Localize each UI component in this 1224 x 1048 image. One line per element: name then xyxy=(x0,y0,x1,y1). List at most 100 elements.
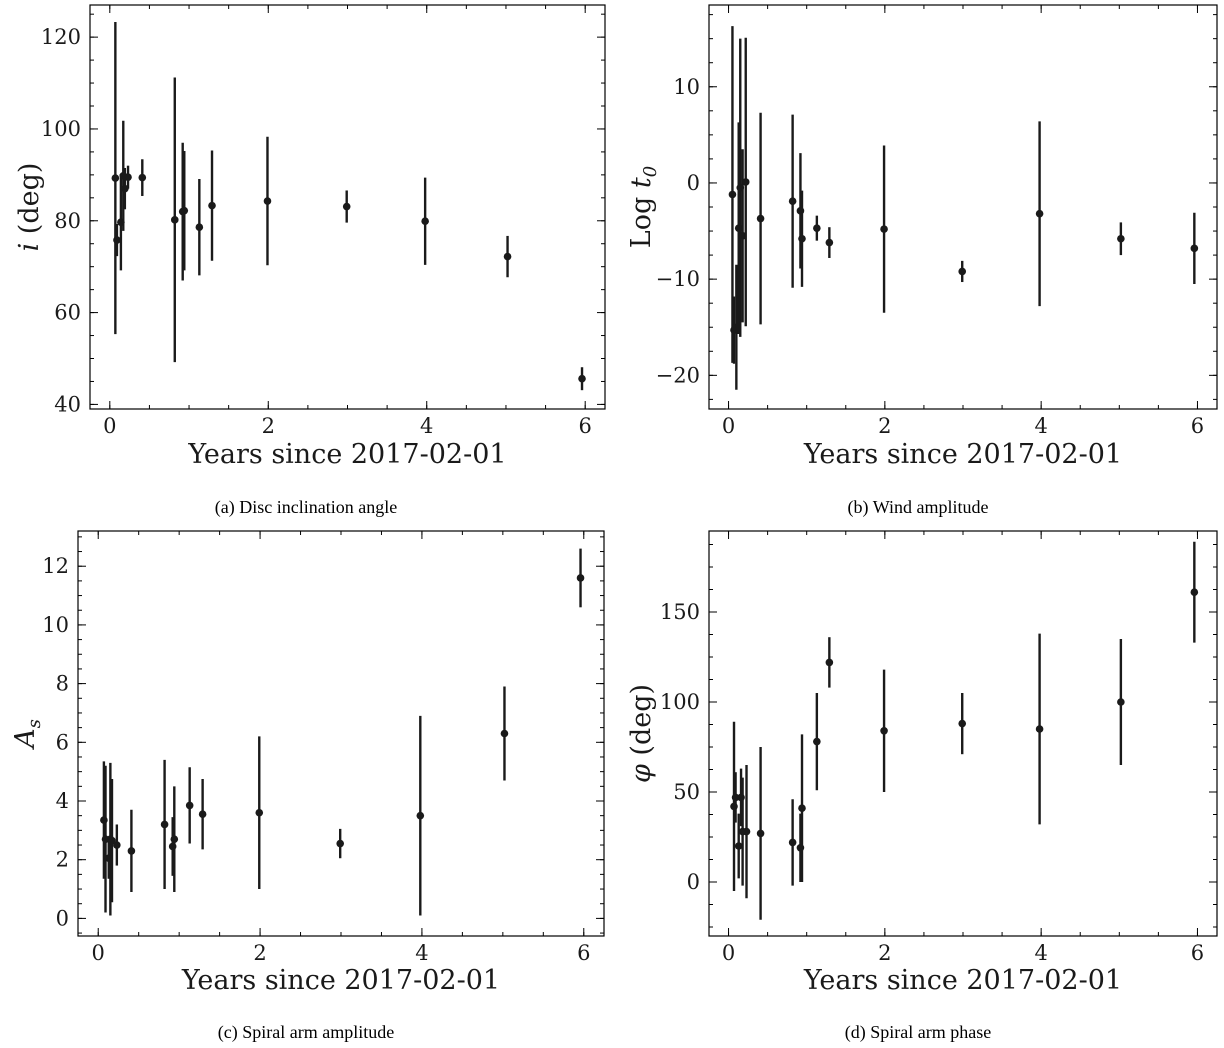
data-point xyxy=(121,184,129,193)
data-point xyxy=(734,842,743,850)
x-axis-label: Years since 2017-02-01 xyxy=(803,439,1122,470)
y-axis-label-main: A xyxy=(10,728,41,751)
panel-b: 0 2 4 6 −20 −10 0 10 Years since 2017-02-01 Log t… xyxy=(612,0,1224,524)
plot-frame xyxy=(77,530,605,937)
data-point xyxy=(208,201,216,210)
y-axis-label: i (deg) xyxy=(14,163,45,252)
y-axis-label-unit: (deg) xyxy=(626,684,657,764)
x-tick-label: 0 xyxy=(103,414,116,438)
y-tick-label: 8 xyxy=(56,672,69,696)
data-point xyxy=(1117,234,1125,243)
data-point xyxy=(731,793,740,802)
x-tick-label: 6 xyxy=(1191,941,1204,965)
caption-b: (b) Wind amplitude xyxy=(847,497,989,517)
x-tick-label: 2 xyxy=(878,941,891,965)
data-point xyxy=(576,574,585,582)
y-tick-label: 10 xyxy=(42,613,69,637)
data-point xyxy=(108,836,116,845)
data-point xyxy=(728,190,737,199)
data-point xyxy=(336,839,344,848)
y-axis-label-main: φ xyxy=(626,764,657,783)
data-point xyxy=(880,225,888,233)
chart-b: 0 2 4 6 −20 −10 0 10 Years since 2017-02-01 Log t… xyxy=(626,4,1218,470)
data-point xyxy=(1035,725,1044,733)
chart-d: 0 2 4 6 0 50 100 150 Years since 2017-02-01 φ (de… xyxy=(626,530,1218,996)
y-axis-label-subscript: 0 xyxy=(640,166,661,177)
data-point xyxy=(788,838,797,847)
x-axis-label: Years since 2017-02-01 xyxy=(181,965,500,996)
y-tick-label: 150 xyxy=(660,600,700,624)
data-point xyxy=(160,820,169,829)
y-axis-label: As xyxy=(10,719,45,751)
x-tick-label: 2 xyxy=(878,414,891,438)
caption-d: (d) Spiral arm phase xyxy=(844,1022,992,1042)
x-tick-label: 6 xyxy=(577,941,590,965)
y-tick-label: 100 xyxy=(660,690,700,714)
y-tick-label: 50 xyxy=(673,780,700,804)
x-tick-label: 2 xyxy=(262,414,275,438)
data-point xyxy=(788,197,797,206)
data-point xyxy=(756,214,765,223)
y-tick-label: 80 xyxy=(54,209,81,233)
data-point xyxy=(185,801,194,810)
data-point xyxy=(500,729,509,738)
panel-a: 0 2 4 6 40 60 80 100 120 Years since 2017-02-01 i … xyxy=(0,0,612,524)
y-tick-label: 10 xyxy=(673,75,700,99)
y-axis-label-subscript: s xyxy=(24,719,45,728)
x-tick-label: 6 xyxy=(579,414,592,438)
data-point xyxy=(113,236,121,244)
y-axis-label-main: t xyxy=(626,177,657,188)
x-tick-label: 4 xyxy=(1034,414,1047,438)
chart-a: 0 2 4 6 40 60 80 100 120 Years since 2017-02-01 i … xyxy=(14,4,606,470)
data-point xyxy=(813,737,821,746)
data-point xyxy=(578,374,586,383)
data-point xyxy=(198,810,207,819)
data-point xyxy=(127,847,136,855)
x-tick-label: 0 xyxy=(92,941,105,965)
y-tick-label: −10 xyxy=(656,267,700,291)
y-tick-label: 6 xyxy=(56,730,69,754)
data-point xyxy=(738,232,747,240)
data-point xyxy=(825,238,834,247)
y-tick-label: 100 xyxy=(41,117,81,141)
data-point xyxy=(825,658,834,667)
data-point xyxy=(255,808,264,817)
x-tick-label: 4 xyxy=(420,414,433,438)
panel-c: 0 2 4 6 0 2 4 6 8 10 12 Years since 2017-02-01 As (c… xyxy=(0,524,612,1048)
y-tick-label: 0 xyxy=(687,870,700,894)
data-point xyxy=(756,829,765,838)
data-point xyxy=(958,719,967,728)
caption-c: (c) Spiral arm amplitude xyxy=(217,1022,395,1042)
data-point xyxy=(111,174,120,182)
x-tick-label: 4 xyxy=(415,941,428,965)
data-point xyxy=(813,224,821,232)
data-point xyxy=(113,841,121,849)
y-axis-label-main: i xyxy=(14,243,45,252)
x-tick-label: 0 xyxy=(722,414,735,438)
y-tick-label: 40 xyxy=(54,392,81,416)
y-tick-label: 4 xyxy=(56,789,69,813)
y-tick-label: 120 xyxy=(41,25,81,49)
y-tick-label: 0 xyxy=(56,906,69,930)
data-point xyxy=(742,827,751,836)
caption-a: (a) Disc inclination angle xyxy=(214,497,398,517)
data-point xyxy=(195,223,204,231)
y-tick-label: 0 xyxy=(687,171,700,195)
y-axis-label-word: Log xyxy=(626,188,657,248)
data-point xyxy=(138,173,147,182)
y-tick-label: 60 xyxy=(54,301,81,325)
data-point xyxy=(741,178,750,186)
y-tick-label: 2 xyxy=(56,848,69,872)
data-point xyxy=(958,267,967,276)
data-point xyxy=(416,811,425,820)
y-axis-label: Log t0 xyxy=(626,166,661,248)
x-tick-label: 0 xyxy=(722,941,735,965)
data-point xyxy=(124,173,132,181)
panel-d: 0 2 4 6 0 50 100 150 Years since 2017-02-01 φ (de… xyxy=(612,524,1224,1048)
data-point xyxy=(421,217,429,226)
data-point xyxy=(503,252,512,261)
x-tick-label: 6 xyxy=(1191,414,1204,438)
data-point xyxy=(1190,244,1199,253)
y-tick-label: −20 xyxy=(656,363,700,387)
data-point xyxy=(170,835,179,843)
